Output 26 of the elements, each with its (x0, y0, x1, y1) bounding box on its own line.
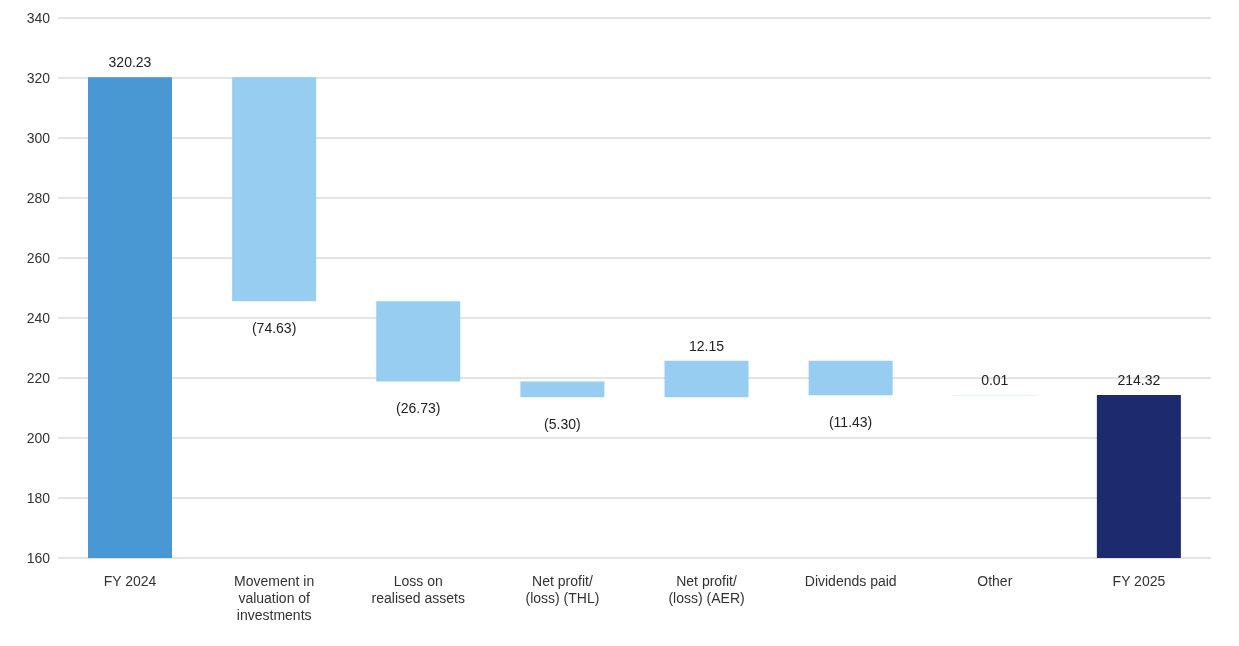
x-tick-label: Other (977, 573, 1013, 589)
x-tick-label: Loss on realised assets (371, 573, 466, 606)
data-label: (11.43) (828, 414, 873, 431)
data-label: 214.32 (1117, 372, 1161, 389)
y-tick-label: 240 (26, 309, 51, 326)
y-tick-label: 200 (26, 429, 51, 446)
y-tick-label: 220 (26, 369, 51, 386)
x-tick-label: Movement in valuation of investments (234, 573, 315, 623)
y-tick-label: 160 (26, 549, 51, 566)
x-tick-label: Net profit/ (loss) (THL) (525, 573, 600, 606)
x-tick-label: Net profit/ (loss) (AER) (668, 573, 745, 606)
x-tick-label: FY 2024 (103, 573, 157, 589)
x-tick-label: FY 2025 (1112, 573, 1166, 589)
y-tick-label: 180 (26, 489, 51, 506)
data-label: 12.15 (688, 337, 725, 354)
y-tick-label: 340 (26, 9, 51, 26)
data-label: (26.73) (396, 400, 441, 417)
x-tick-label: Dividends paid (804, 573, 897, 589)
data-label: (5.30) (544, 416, 581, 433)
data-label: (74.63) (251, 320, 297, 337)
y-tick-label: 300 (26, 129, 51, 146)
data-label: 320.23 (108, 54, 152, 71)
data-label: 0.01 (981, 372, 1009, 389)
y-tick-label: 320 (26, 69, 51, 86)
y-tick-label: 260 (26, 249, 51, 266)
y-tick-label: 280 (26, 189, 51, 206)
